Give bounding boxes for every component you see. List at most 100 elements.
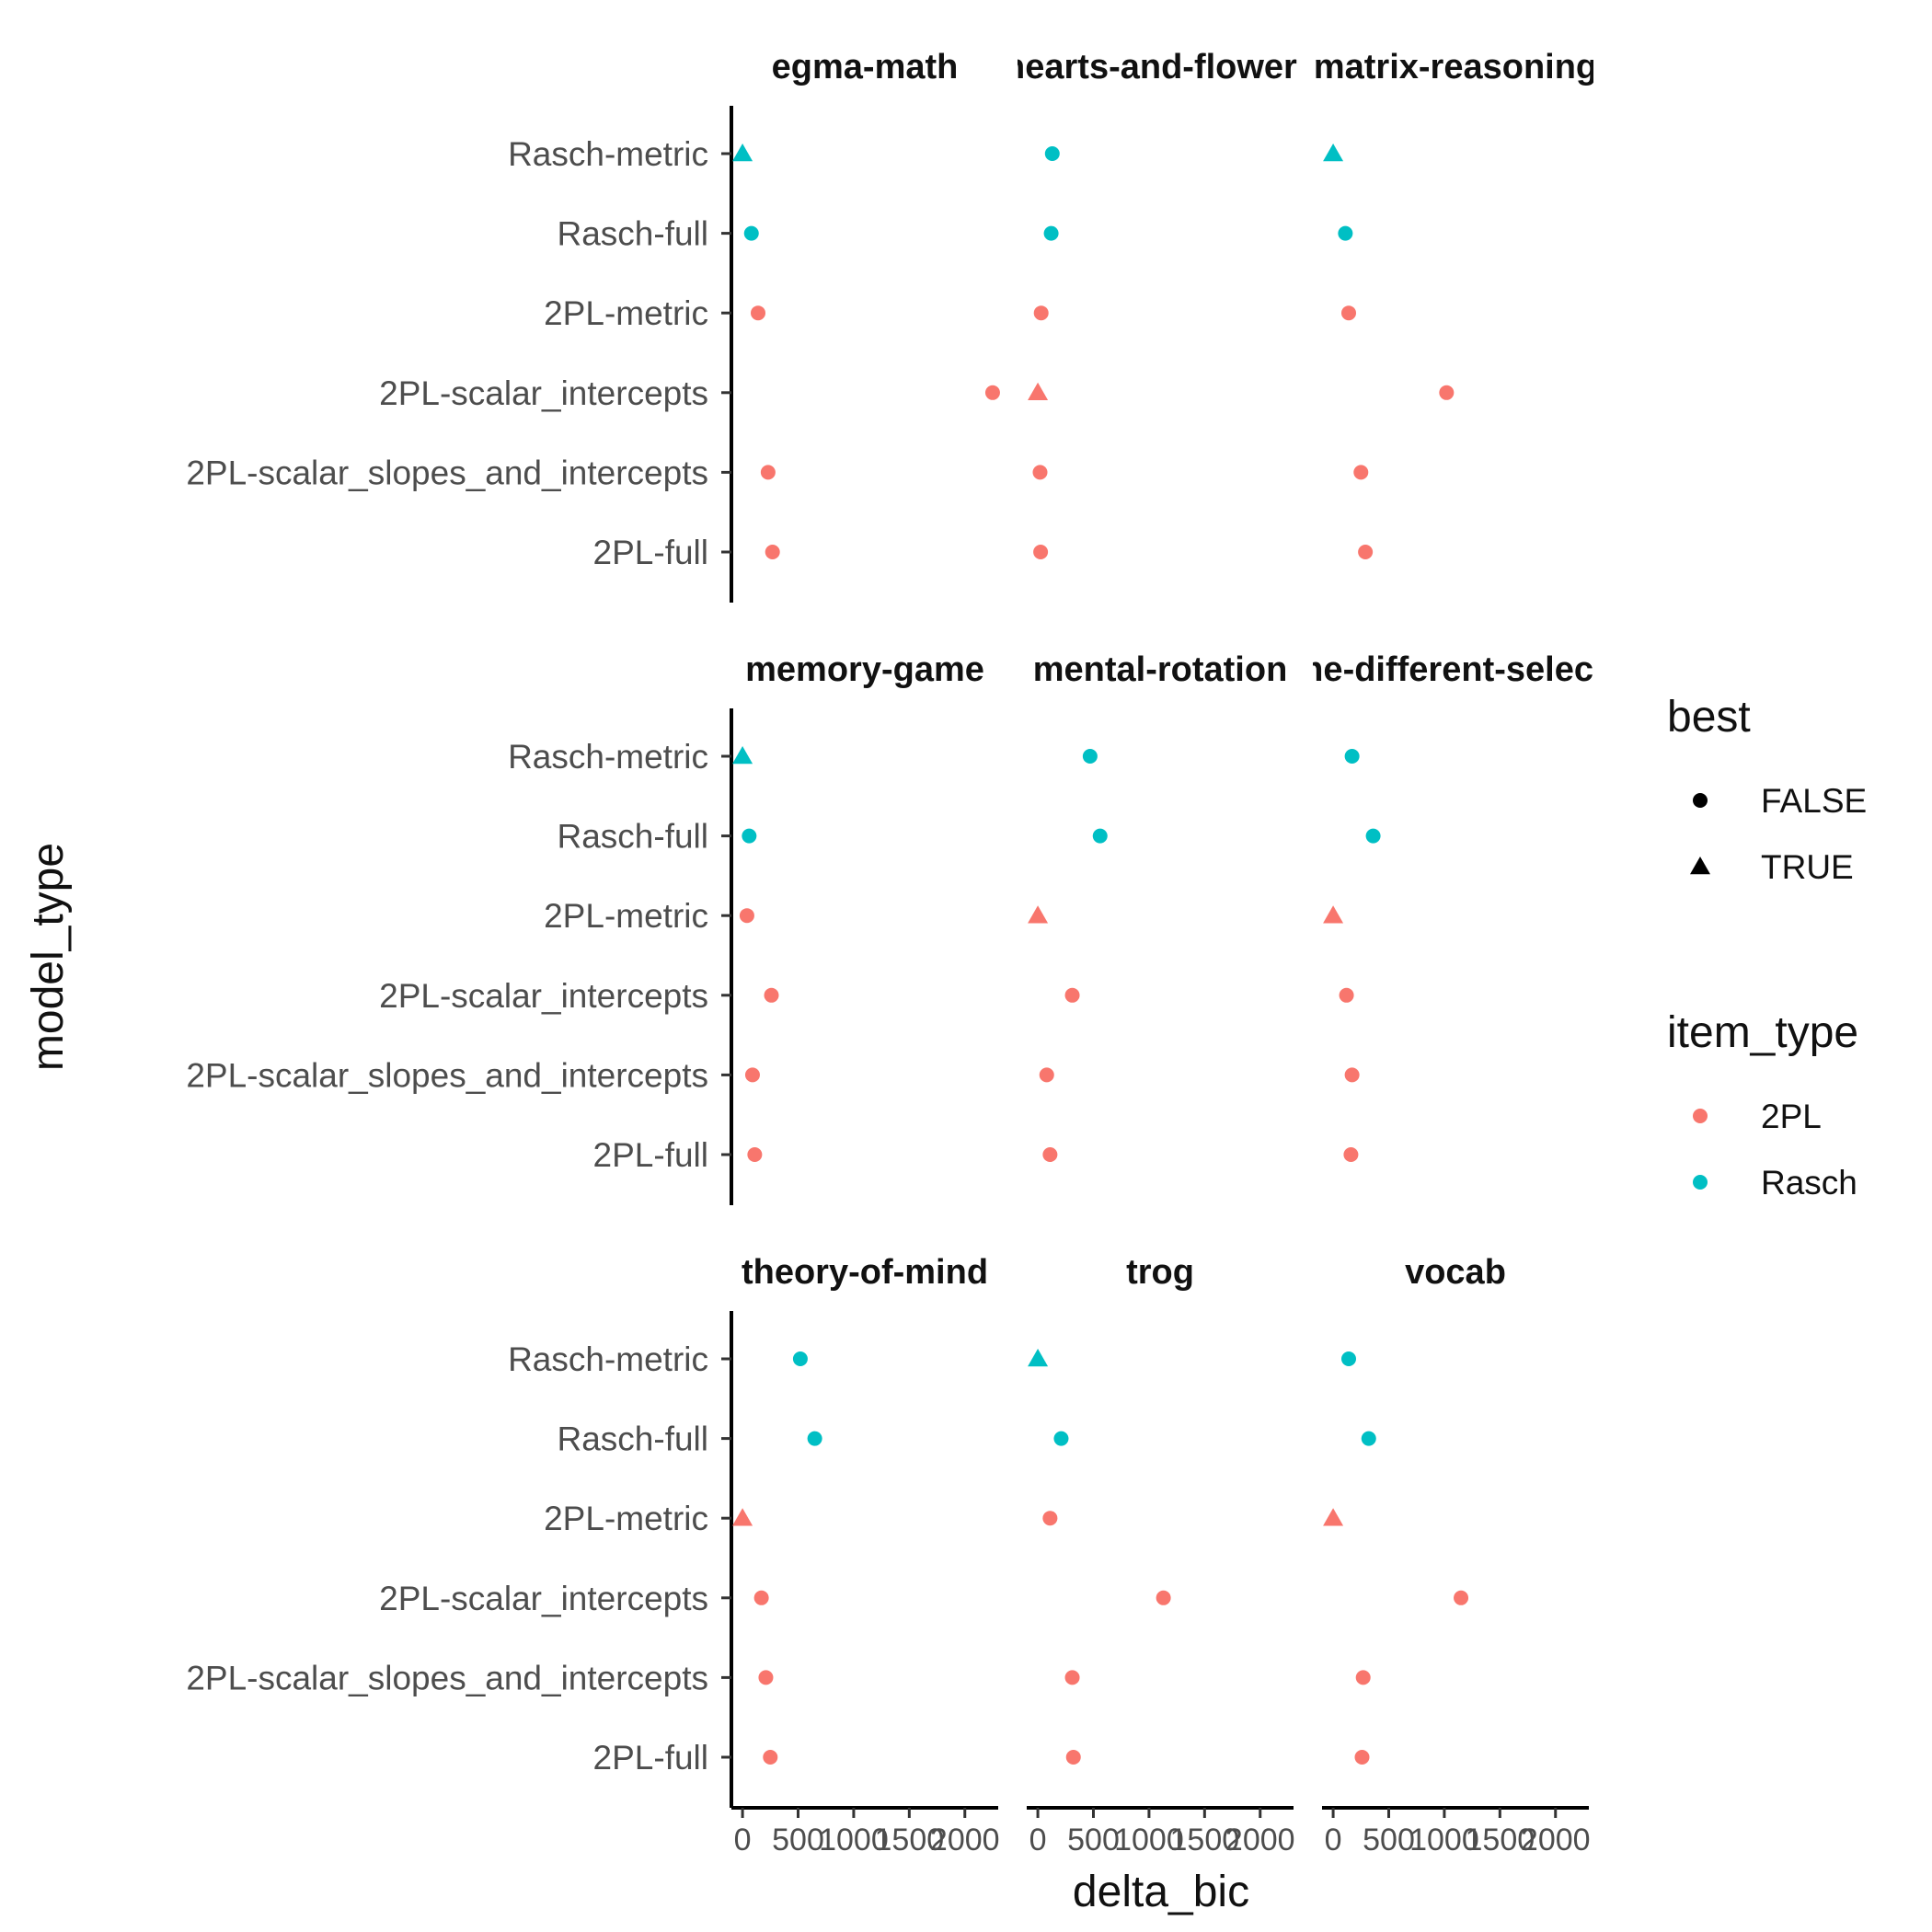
- point-rasch-metric: [1323, 144, 1344, 162]
- strip-title: matrix-reasoning: [1314, 48, 1597, 86]
- x-axis-title: delta_bic: [1073, 1868, 1249, 1916]
- strip-title: trog: [1126, 1253, 1194, 1292]
- x-tick-label: 500: [772, 1823, 824, 1857]
- point-2pl-full: [1354, 1750, 1370, 1765]
- point-2pl-scalar-slopes-and-intercepts: [1353, 465, 1369, 480]
- y-tick-label: 2PL-metric: [544, 294, 708, 332]
- point-2pl-full: [763, 1750, 778, 1765]
- y-tick-label: 2PL-scalar_slopes_and_intercepts: [186, 1659, 708, 1696]
- point-rasch-metric: [792, 1351, 808, 1366]
- legend-item-type: item_type 2PL Rasch: [1667, 1008, 1858, 1202]
- y-tick-label: Rasch-metric: [508, 135, 708, 173]
- point-rasch-metric: [1082, 749, 1098, 764]
- x-tick-label: 1000: [1114, 1823, 1184, 1857]
- point-rasch-full: [1361, 1431, 1376, 1446]
- x-tick-label: 1000: [1409, 1823, 1479, 1857]
- x-tick-label: 1500: [875, 1823, 945, 1857]
- strip-title: theory-of-mind: [742, 1253, 988, 1292]
- point-2pl-full: [747, 1147, 763, 1162]
- strip-title: mental-rotation: [1033, 650, 1288, 689]
- point-2pl-full: [1065, 1750, 1081, 1765]
- legend-label: Rasch: [1761, 1164, 1857, 1202]
- point-2pl-metric: [1341, 305, 1356, 321]
- point-rasch-full: [807, 1431, 822, 1446]
- x-tick-label: 500: [1363, 1823, 1415, 1857]
- x-tick-label: 1500: [1466, 1823, 1535, 1857]
- legend-label: FALSE: [1761, 782, 1867, 820]
- point-2pl-scalar-intercepts: [1339, 987, 1354, 1003]
- point-2pl-metric: [1033, 305, 1049, 321]
- point-2pl-scalar-slopes-and-intercepts: [1032, 465, 1048, 480]
- point-2pl-metric: [1028, 905, 1049, 924]
- point-2pl-scalar-intercepts: [984, 385, 1000, 400]
- point-2pl-metric: [1323, 905, 1344, 924]
- point-2pl-scalar-slopes-and-intercepts: [758, 1670, 774, 1685]
- point-2pl-metric: [1323, 1508, 1344, 1526]
- point-2pl-full: [765, 545, 780, 559]
- panels-layer: egma-math Rasch-metric Rasch-full 2PL-metri…: [186, 48, 1657, 1857]
- legend-title-best: best: [1667, 693, 1751, 742]
- strip-title: memory-game: [745, 650, 984, 689]
- panel-same-different-selection: same-different-selection: [1253, 650, 1657, 1162]
- legend-best: best FALSE TRUE: [1667, 693, 1867, 886]
- panel-egma-math: egma-math Rasch-metric Rasch-full 2PL-metri…: [186, 48, 1000, 603]
- legend-key-triangle: [1690, 857, 1710, 875]
- y-tick-label: 2PL-full: [593, 1739, 708, 1777]
- x-tick-label: 1500: [1170, 1823, 1240, 1857]
- point-rasch-metric: [732, 144, 753, 162]
- legend-label: 2PL: [1761, 1098, 1822, 1135]
- y-tick-label: 2PL-scalar_intercepts: [379, 1580, 708, 1617]
- y-tick-label: 2PL-scalar_intercepts: [379, 374, 708, 412]
- point-rasch-metric: [1028, 1349, 1049, 1367]
- y-tick-label: 2PL-metric: [544, 897, 708, 935]
- legend-label: TRUE: [1761, 848, 1854, 886]
- point-rasch-full: [1338, 225, 1353, 241]
- y-axis-title: model_type: [24, 843, 73, 1071]
- point-rasch-full: [743, 225, 759, 241]
- x-tick-label: 1000: [819, 1823, 889, 1857]
- point-2pl-full: [1358, 545, 1374, 559]
- y-tick-label: Rasch-full: [558, 818, 709, 856]
- legend: best FALSE TRUE item_type 2PL Rasch: [1667, 693, 1867, 1202]
- y-tick-label: Rasch-full: [558, 1420, 709, 1458]
- strip-title: egma-math: [772, 48, 959, 86]
- y-tick-label: 2PL-metric: [544, 1500, 708, 1537]
- x-tick-label: 2000: [1521, 1823, 1591, 1857]
- y-tick-label: Rasch-metric: [508, 738, 708, 776]
- point-rasch-full: [742, 828, 757, 844]
- x-tick-label: 0: [1029, 1823, 1047, 1857]
- point-2pl-scalar-intercepts: [1156, 1590, 1171, 1605]
- point-2pl-scalar-intercepts: [1439, 385, 1455, 400]
- point-2pl-scalar-slopes-and-intercepts: [1064, 1670, 1080, 1685]
- strip-title: same-different-selection: [1253, 650, 1657, 689]
- strip-title: hearts-and-flowers: [1004, 48, 1317, 86]
- y-tick-label: Rasch-full: [558, 215, 709, 253]
- legend-key-rasch: [1693, 1175, 1708, 1190]
- point-rasch-full: [1092, 828, 1108, 844]
- point-rasch-metric: [1044, 146, 1060, 161]
- point-2pl-metric: [1042, 1511, 1058, 1526]
- point-rasch-metric: [1341, 1351, 1356, 1366]
- point-2pl-full: [1042, 1147, 1058, 1162]
- panel-hearts-and-flowers: hearts-and-flowers: [1004, 48, 1317, 559]
- legend-key-circle: [1693, 793, 1708, 808]
- point-2pl-full: [1343, 1147, 1359, 1162]
- panel-mental-rotation: mental-rotation: [1028, 650, 1287, 1162]
- point-2pl-metric: [739, 908, 754, 924]
- y-tick-label: 2PL-full: [593, 1136, 708, 1174]
- point-2pl-scalar-intercepts: [1454, 1590, 1469, 1605]
- point-2pl-scalar-slopes-and-intercepts: [1039, 1067, 1054, 1083]
- point-2pl-full: [1033, 545, 1049, 559]
- y-tick-label: 2PL-scalar_slopes_and_intercepts: [186, 454, 708, 491]
- strip-title: vocab: [1405, 1253, 1506, 1292]
- y-tick-label: Rasch-metric: [508, 1340, 708, 1378]
- point-2pl-scalar-slopes-and-intercepts: [744, 1067, 760, 1083]
- x-tick-label: 0: [1325, 1823, 1342, 1857]
- panel-theory-of-mind: theory-of-mind Rasch-metric Rasch-full 2PL-…: [186, 1253, 999, 1857]
- legend-title-item-type: item_type: [1667, 1008, 1858, 1057]
- point-rasch-metric: [732, 746, 753, 765]
- y-tick-label: 2PL-scalar_intercepts: [379, 977, 708, 1015]
- point-2pl-scalar-slopes-and-intercepts: [1344, 1067, 1360, 1083]
